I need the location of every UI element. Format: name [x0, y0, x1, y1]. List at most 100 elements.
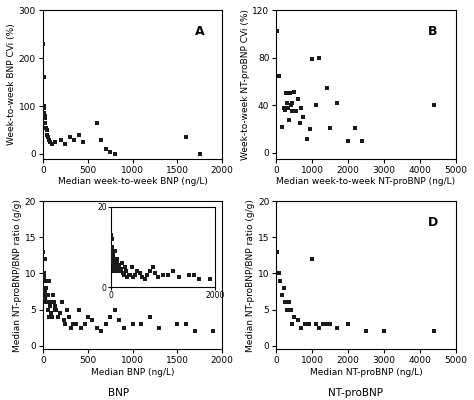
Point [48, 141, 55, 148]
Point [40, 103, 47, 109]
Point [210, 328, 217, 334]
Text: A: A [194, 25, 204, 38]
Point [312, 321, 319, 327]
Point [43, 127, 50, 133]
Point [56, 310, 64, 316]
Point [312, 102, 319, 108]
Point [111, 306, 118, 313]
Point [41, 292, 48, 298]
Point [97, 328, 105, 334]
Point [93, 120, 100, 126]
Point [102, 146, 109, 152]
Point [41, 115, 48, 121]
Point [305, 321, 312, 327]
Point [288, 108, 296, 114]
Point [51, 303, 58, 309]
Point [67, 324, 74, 331]
Point [53, 306, 60, 313]
Point [60, 317, 67, 324]
Point [55, 314, 62, 320]
Point [42, 299, 50, 306]
Point [40, 105, 48, 112]
Point [283, 306, 291, 313]
Point [57, 136, 64, 143]
Point [41, 285, 49, 291]
Point [44, 299, 51, 306]
Point [285, 116, 292, 123]
Point [282, 299, 289, 306]
Point [182, 134, 190, 140]
Point [44, 306, 52, 313]
Point [47, 310, 55, 316]
Point [46, 278, 53, 284]
Point [44, 132, 51, 138]
Point [323, 84, 330, 91]
Point [298, 324, 305, 331]
Point [64, 306, 71, 313]
Point [62, 141, 69, 148]
Point [51, 139, 58, 145]
Point [155, 324, 163, 331]
Point [196, 151, 203, 157]
X-axis label: Median week-to-week NT-proBNP (ng/L): Median week-to-week NT-proBNP (ng/L) [276, 178, 456, 186]
Point [137, 321, 145, 327]
Point [46, 303, 54, 309]
X-axis label: Median week-to-week BNP (ng/L): Median week-to-week BNP (ng/L) [57, 178, 208, 186]
Point [45, 134, 52, 140]
Point [72, 321, 80, 327]
Point [292, 108, 300, 114]
Point [300, 114, 307, 120]
Point [65, 314, 73, 320]
Point [80, 139, 87, 145]
Point [294, 317, 301, 324]
Point [111, 151, 118, 157]
Point [93, 324, 100, 331]
Point [284, 104, 292, 111]
Point [282, 107, 289, 113]
Point [40, 278, 48, 284]
Point [344, 138, 352, 144]
Text: D: D [428, 216, 438, 229]
Point [287, 306, 294, 313]
Point [146, 314, 154, 320]
Point [430, 328, 438, 334]
Point [40, 274, 47, 280]
Point [39, 248, 47, 255]
Point [283, 90, 290, 97]
Point [358, 138, 366, 144]
Point [39, 41, 47, 47]
Point [273, 28, 281, 34]
Point [278, 292, 285, 298]
Point [276, 278, 284, 284]
Point [319, 321, 327, 327]
Point [275, 72, 283, 79]
Point [380, 328, 388, 334]
Point [106, 148, 114, 155]
Point [43, 278, 51, 284]
Text: C: C [195, 216, 204, 229]
Point [48, 314, 55, 320]
Point [301, 321, 309, 327]
Point [303, 135, 310, 142]
Point [41, 256, 48, 262]
Point [191, 328, 199, 334]
Point [50, 299, 57, 306]
Point [40, 285, 48, 291]
Y-axis label: Median NT-proBNP/BNP ratio (g/g): Median NT-proBNP/BNP ratio (g/g) [246, 199, 255, 352]
Text: NT-proBNP: NT-proBNP [328, 388, 383, 398]
Point [49, 292, 56, 298]
Point [278, 124, 285, 130]
Point [42, 124, 49, 131]
Point [46, 136, 53, 143]
Point [84, 314, 91, 320]
Point [291, 89, 298, 96]
Point [326, 321, 334, 327]
Y-axis label: Week-to-week NT-proBNP CVi (%): Week-to-week NT-proBNP CVi (%) [240, 9, 249, 160]
Point [344, 321, 352, 327]
Point [289, 100, 296, 106]
Point [280, 104, 287, 111]
X-axis label: Median NT-proBNP (ng/L): Median NT-proBNP (ng/L) [310, 368, 422, 377]
Point [173, 321, 181, 327]
Point [45, 292, 52, 298]
Point [75, 132, 82, 138]
